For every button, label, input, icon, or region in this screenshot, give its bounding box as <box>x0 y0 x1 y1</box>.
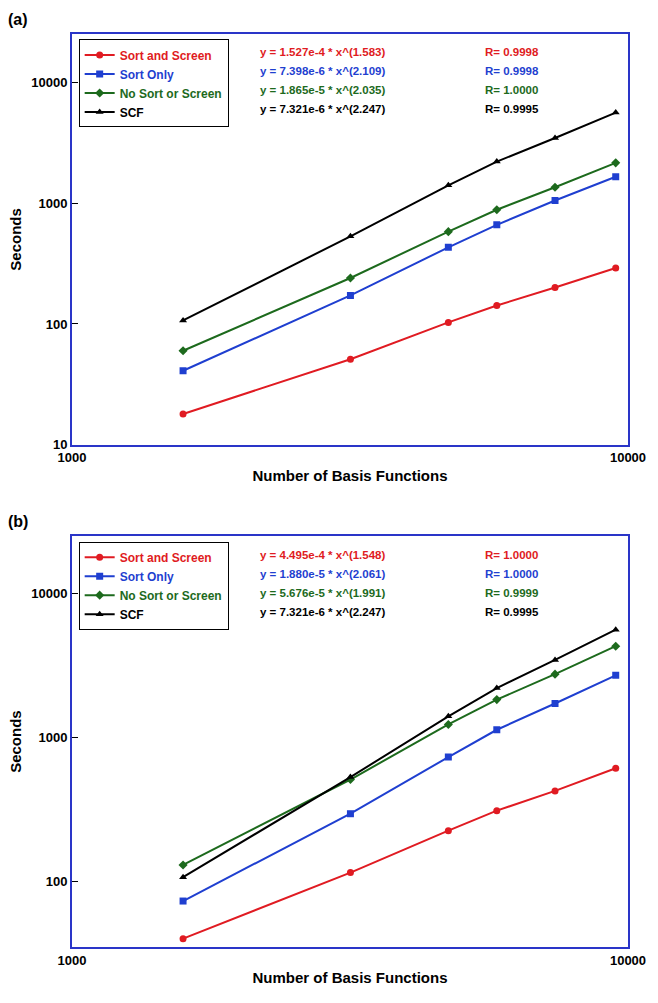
svg-text:Seconds: Seconds <box>7 710 24 773</box>
svg-text:1000: 1000 <box>38 730 67 745</box>
svg-text:y = 7.398e-6 * x^(2.109): y = 7.398e-6 * x^(2.109) <box>260 65 385 77</box>
svg-text:R= 0.9998: R= 0.9998 <box>485 65 539 77</box>
svg-text:y = 1.880e-5 * x^(2.061): y = 1.880e-5 * x^(2.061) <box>260 568 385 580</box>
svg-text:SCF: SCF <box>120 106 144 120</box>
svg-text:SCF: SCF <box>120 608 144 622</box>
svg-text:1000: 1000 <box>58 450 87 465</box>
svg-text:Number of Basis Functions: Number of Basis Functions <box>252 969 447 986</box>
svg-text:100: 100 <box>46 874 68 889</box>
svg-text:10: 10 <box>53 437 67 452</box>
svg-text:No Sort or Screen: No Sort or Screen <box>120 589 222 603</box>
svg-text:100: 100 <box>46 316 68 331</box>
svg-text:1000: 1000 <box>58 953 87 968</box>
svg-text:Sort Only: Sort Only <box>120 570 174 584</box>
svg-text:Seconds: Seconds <box>7 208 24 271</box>
svg-text:(a): (a) <box>8 11 28 28</box>
svg-text:Sort Only: Sort Only <box>120 68 174 82</box>
svg-text:y = 7.321e-6 * x^(2.247): y = 7.321e-6 * x^(2.247) <box>260 606 385 618</box>
svg-text:R= 0.9999: R= 0.9999 <box>485 587 538 599</box>
svg-text:Sort and Screen: Sort and Screen <box>120 551 212 565</box>
svg-text:R= 1.0000: R= 1.0000 <box>485 84 538 96</box>
svg-text:R= 1.0000: R= 1.0000 <box>485 549 538 561</box>
svg-text:y = 1.527e-4 * x^(1.583): y = 1.527e-4 * x^(1.583) <box>260 46 385 58</box>
svg-text:y = 1.865e-5 * x^(2.035): y = 1.865e-5 * x^(2.035) <box>260 84 385 96</box>
svg-text:10000: 10000 <box>610 450 646 465</box>
svg-text:10000: 10000 <box>610 953 646 968</box>
svg-text:10000: 10000 <box>31 75 67 90</box>
svg-text:(b): (b) <box>8 513 28 530</box>
svg-text:Sort and Screen: Sort and Screen <box>120 49 212 63</box>
svg-text:R= 0.9995: R= 0.9995 <box>485 103 539 115</box>
svg-text:1000: 1000 <box>38 196 67 211</box>
svg-text:y = 4.495e-4 * x^(1.548): y = 4.495e-4 * x^(1.548) <box>260 549 385 561</box>
svg-text:Number of Basis Functions: Number of Basis Functions <box>252 467 447 484</box>
svg-text:10000: 10000 <box>31 586 67 601</box>
svg-text:y = 7.321e-6 * x^(2.247): y = 7.321e-6 * x^(2.247) <box>260 103 385 115</box>
svg-text:y = 5.676e-5 * x^(1.991): y = 5.676e-5 * x^(1.991) <box>260 587 385 599</box>
svg-text:R= 0.9998: R= 0.9998 <box>485 46 539 58</box>
svg-text:No Sort or Screen: No Sort or Screen <box>120 87 222 101</box>
svg-text:R= 1.0000: R= 1.0000 <box>485 568 538 580</box>
svg-text:R= 0.9995: R= 0.9995 <box>485 606 539 618</box>
